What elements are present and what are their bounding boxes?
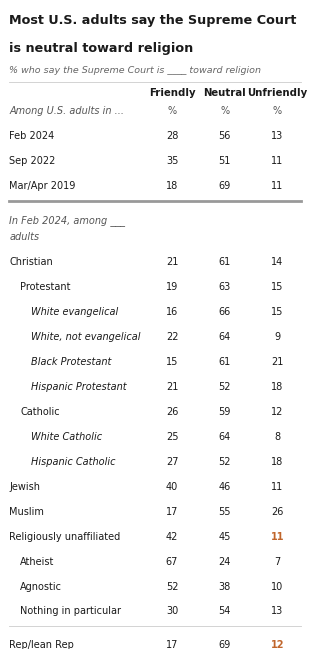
Text: 26: 26 [166,406,178,417]
Text: 51: 51 [219,156,231,166]
Text: 9: 9 [274,332,281,341]
Text: Friendly: Friendly [149,88,195,98]
Text: 13: 13 [271,132,284,141]
Text: 21: 21 [271,357,284,367]
Text: 10: 10 [271,582,284,591]
Text: In Feb 2024, among ___: In Feb 2024, among ___ [9,215,125,226]
Text: Protestant: Protestant [20,282,71,291]
Text: 12: 12 [271,640,284,649]
Text: Religiously unaffiliated: Religiously unaffiliated [9,532,121,541]
Text: Christian: Christian [9,257,53,267]
Text: Jewish: Jewish [9,482,40,491]
Text: Nothing in particular: Nothing in particular [20,606,121,617]
Text: Catholic: Catholic [20,406,60,417]
Text: 13: 13 [271,606,284,617]
Text: 19: 19 [166,282,178,291]
Text: 15: 15 [166,357,178,367]
Text: 42: 42 [166,532,178,541]
Text: Rep/lean Rep: Rep/lean Rep [9,640,74,649]
Text: 61: 61 [219,257,231,267]
Text: 11: 11 [271,482,284,491]
Text: 52: 52 [166,582,178,591]
Text: 30: 30 [166,606,178,617]
Text: 64: 64 [219,432,231,441]
Text: 64: 64 [219,332,231,341]
Text: %: % [273,106,282,116]
Text: 15: 15 [271,307,284,317]
Text: 12: 12 [271,406,284,417]
Text: Feb 2024: Feb 2024 [9,132,55,141]
Text: 59: 59 [219,406,231,417]
Text: 18: 18 [271,456,284,467]
Text: 52: 52 [219,382,231,391]
Text: Atheist: Atheist [20,556,55,567]
Text: 25: 25 [166,432,178,441]
Text: %: % [167,106,177,116]
Text: Sep 2022: Sep 2022 [9,156,56,166]
Text: 63: 63 [219,282,231,291]
Text: % who say the Supreme Court is ____ toward religion: % who say the Supreme Court is ____ towa… [9,66,261,75]
Text: Mar/Apr 2019: Mar/Apr 2019 [9,181,76,191]
Text: 14: 14 [271,257,284,267]
Text: 17: 17 [166,640,178,649]
Text: 45: 45 [219,532,231,541]
Text: %: % [220,106,229,116]
Text: Most U.S. adults say the Supreme Court: Most U.S. adults say the Supreme Court [9,14,297,27]
Text: 35: 35 [166,156,178,166]
Text: 11: 11 [271,181,284,191]
Text: 54: 54 [219,606,231,617]
Text: 11: 11 [271,532,284,541]
Text: 66: 66 [219,307,231,317]
Text: Hispanic Protestant: Hispanic Protestant [31,382,126,391]
Text: 69: 69 [219,640,231,649]
Text: 24: 24 [219,556,231,567]
Text: 40: 40 [166,482,178,491]
Text: 11: 11 [271,156,284,166]
Text: 38: 38 [219,582,231,591]
Text: 69: 69 [219,181,231,191]
Text: 21: 21 [166,382,178,391]
Text: White Catholic: White Catholic [31,432,102,441]
Text: 7: 7 [274,556,281,567]
Text: Agnostic: Agnostic [20,582,62,591]
Text: 56: 56 [219,132,231,141]
Text: adults: adults [9,232,39,241]
Text: 18: 18 [271,382,284,391]
Text: 28: 28 [166,132,178,141]
Text: Muslim: Muslim [9,506,44,517]
Text: Unfriendly: Unfriendly [247,88,308,98]
Text: 26: 26 [271,506,284,517]
Text: Hispanic Catholic: Hispanic Catholic [31,456,116,467]
Text: 18: 18 [166,181,178,191]
Text: 52: 52 [219,456,231,467]
Text: 17: 17 [166,506,178,517]
Text: Black Protestant: Black Protestant [31,357,111,367]
Text: White evangelical: White evangelical [31,307,118,317]
Text: 61: 61 [219,357,231,367]
Text: 22: 22 [166,332,178,341]
Text: 55: 55 [219,506,231,517]
Text: Neutral: Neutral [203,88,246,98]
Text: is neutral toward religion: is neutral toward religion [9,42,193,55]
Text: 15: 15 [271,282,284,291]
Text: 46: 46 [219,482,231,491]
Text: Among U.S. adults in ...: Among U.S. adults in ... [9,106,124,116]
Text: White, not evangelical: White, not evangelical [31,332,140,341]
Text: 27: 27 [166,456,178,467]
Text: 21: 21 [166,257,178,267]
Text: 67: 67 [166,556,178,567]
Text: 16: 16 [166,307,178,317]
Text: 8: 8 [274,432,281,441]
